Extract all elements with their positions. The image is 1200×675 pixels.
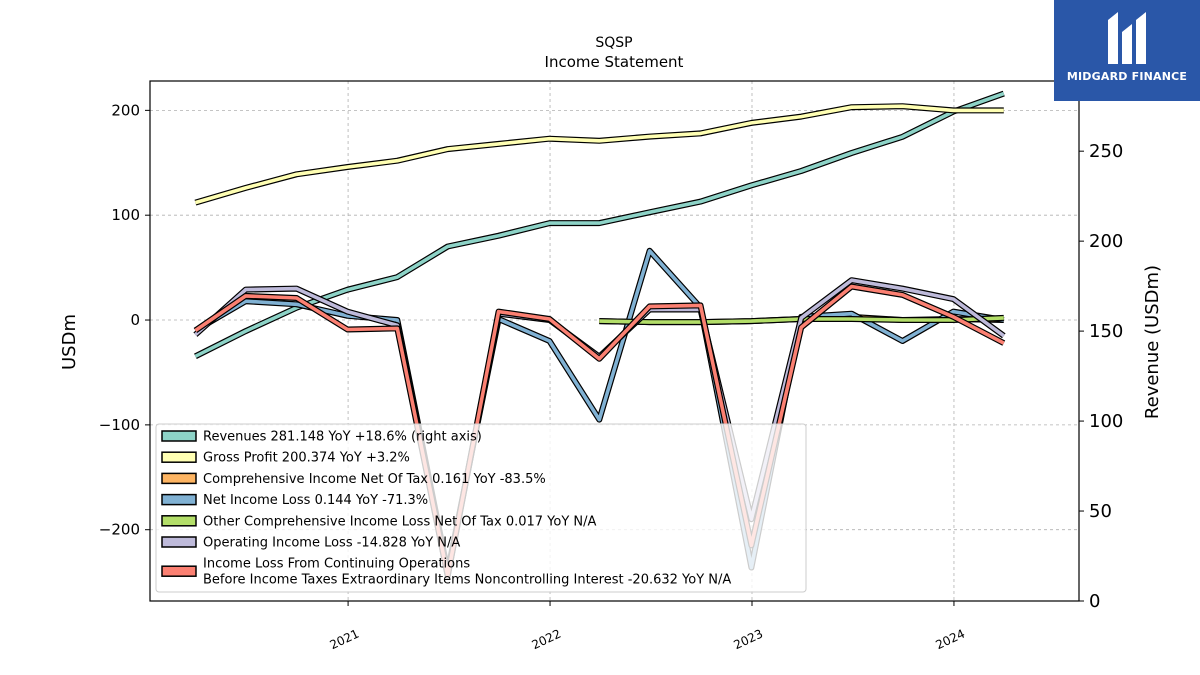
y-right-tick-label: 150 bbox=[1089, 321, 1123, 342]
series-0 bbox=[194, 90, 1005, 359]
legend-label: Net Income Loss 0.144 YoY -71.3% bbox=[203, 493, 428, 508]
legend-label: Revenues 281.148 YoY +18.6% (right axis) bbox=[203, 430, 482, 445]
y-tick-label: 200 bbox=[111, 101, 140, 119]
legend-swatch bbox=[161, 565, 197, 577]
legend-swatch bbox=[161, 472, 197, 485]
chart-subtitle: Income Statement bbox=[545, 53, 684, 71]
x-tick-label: 2021 bbox=[328, 627, 362, 653]
y-tick-label: −100 bbox=[99, 416, 140, 434]
legend-swatch bbox=[161, 493, 197, 506]
legend-label: Other Comprehensive Income Loss Net Of T… bbox=[203, 514, 597, 529]
series-6 bbox=[193, 283, 1006, 579]
legend-item: Operating Income Loss -14.828 YoY N/A bbox=[161, 536, 460, 551]
legend-item: Income Loss From Continuing OperationsBe… bbox=[161, 557, 731, 588]
series-line bbox=[194, 284, 1005, 578]
legend-label-line2: Before Income Taxes Extraordinary Items … bbox=[203, 573, 731, 588]
series-1 bbox=[194, 103, 1004, 206]
legend-label: Operating Income Loss -14.828 YoY N/A bbox=[203, 536, 460, 551]
legend-swatch bbox=[161, 451, 197, 463]
x-tick-label: 2022 bbox=[530, 627, 564, 653]
y-right-tick-label: 250 bbox=[1089, 141, 1123, 162]
series-3 bbox=[193, 247, 1005, 575]
legend-box bbox=[155, 423, 807, 593]
y-tick-label: −200 bbox=[99, 521, 140, 539]
y-tick-label: 0 bbox=[130, 311, 140, 329]
legend-item: Comprehensive Income Net Of Tax 0.161 Yo… bbox=[161, 472, 546, 487]
legend-swatch bbox=[161, 536, 197, 548]
logo-text: MIDGARD FINANCE bbox=[1066, 70, 1188, 83]
series-lines bbox=[193, 90, 1006, 579]
legend-label: Income Loss From Continuing Operations bbox=[203, 557, 470, 572]
series-line bbox=[194, 91, 1005, 358]
legend: Revenues 281.148 YoY +18.6% (right axis)… bbox=[155, 423, 807, 593]
y-right-tick-label: 50 bbox=[1089, 501, 1112, 522]
y-right-tick-label: 100 bbox=[1089, 411, 1123, 432]
legend-swatch bbox=[161, 515, 197, 527]
legend-item: Revenues 281.148 YoY +18.6% (right axis) bbox=[161, 430, 482, 445]
legend-item: Other Comprehensive Income Loss Net Of T… bbox=[161, 514, 597, 529]
legend-label: Comprehensive Income Net Of Tax 0.161 Yo… bbox=[203, 472, 546, 487]
y-axis-right-label: Revenue (USDm) bbox=[1142, 265, 1163, 419]
plot-frame bbox=[149, 80, 1080, 602]
series-line-outline bbox=[194, 103, 1004, 206]
y-right-tick-label: 0 bbox=[1089, 591, 1100, 612]
y-right-tick-label: 200 bbox=[1089, 231, 1123, 252]
midgard-finance-logo: MIDGARD FINANCE bbox=[1054, 0, 1200, 101]
legend-item: Net Income Loss 0.144 YoY -71.3% bbox=[161, 493, 428, 508]
midgard-m-icon bbox=[1108, 12, 1146, 64]
chart-title: SQSP bbox=[595, 35, 632, 51]
series-line bbox=[194, 104, 1004, 205]
y-tick-label: 100 bbox=[111, 206, 140, 224]
x-tick-label: 2023 bbox=[732, 627, 766, 653]
legend-swatch bbox=[161, 430, 197, 442]
y-axis-label: USDm bbox=[59, 314, 80, 370]
series-line bbox=[194, 249, 1005, 574]
legend-item: Gross Profit 200.374 YoY +3.2% bbox=[161, 451, 410, 466]
x-tick-label: 2024 bbox=[933, 627, 967, 653]
legend-label: Gross Profit 200.374 YoY +3.2% bbox=[203, 451, 410, 466]
